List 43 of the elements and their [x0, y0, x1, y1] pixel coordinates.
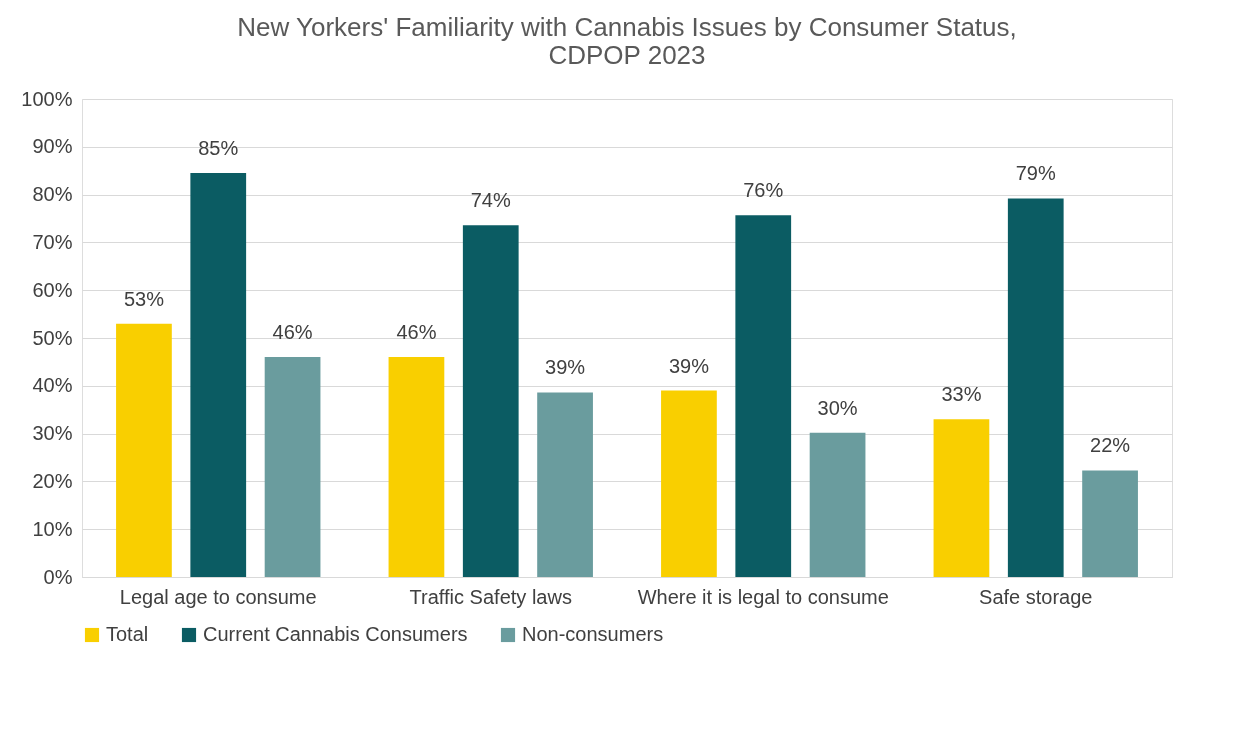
data-label: 22%	[1090, 434, 1131, 457]
chart-title: New Yorkers' Familiarity with Cannabis Issues by Consumer Status, CDPOP 2023	[237, 12, 1017, 70]
data-label: 53%	[123, 287, 165, 310]
y-tick-label: 100%	[21, 87, 73, 110]
x-tick-label: Safe storage	[979, 585, 1093, 608]
data-label: 85%	[198, 137, 239, 160]
bar	[933, 419, 990, 577]
data-label: 30%	[817, 396, 858, 419]
legend-label: Current Cannabis Consumers	[203, 623, 468, 645]
bar	[462, 225, 519, 577]
bar	[661, 390, 717, 577]
legend-label: Total	[106, 623, 149, 645]
data-label: 39%	[545, 356, 586, 379]
y-tick-label: 80%	[32, 183, 73, 206]
data-label: 79%	[1015, 162, 1056, 185]
y-tick-label: 50%	[32, 326, 73, 349]
y-tick-label: 0%	[43, 565, 73, 588]
y-tick-label: 60%	[32, 278, 73, 301]
data-label: 76%	[743, 179, 784, 202]
x-tick-label: Legal age to consume	[119, 585, 317, 608]
legend-label: Non-consumers	[522, 623, 664, 645]
y-tick-label: 70%	[32, 230, 73, 253]
y-tick-label: 30%	[32, 422, 73, 445]
bar	[190, 173, 247, 577]
bar	[388, 357, 445, 577]
y-tick-label: 40%	[32, 374, 73, 397]
bar	[1007, 198, 1064, 577]
bar	[264, 357, 321, 577]
y-tick-label: 10%	[32, 517, 73, 540]
data-label: 39%	[668, 354, 710, 377]
bar	[809, 432, 866, 577]
x-tick-label: Traffic Safety laws	[409, 585, 572, 608]
data-label: 46%	[396, 321, 437, 344]
bar	[116, 323, 172, 577]
data-label: 46%	[272, 321, 313, 344]
y-tick-label: 90%	[32, 135, 73, 158]
data-label: 33%	[941, 383, 982, 406]
bar	[735, 215, 792, 577]
data-label: 74%	[470, 189, 511, 212]
x-tick-label: Where it is legal to consume	[637, 585, 889, 608]
y-tick-label: 20%	[32, 469, 73, 492]
bar	[537, 392, 593, 577]
bar	[1082, 470, 1138, 577]
